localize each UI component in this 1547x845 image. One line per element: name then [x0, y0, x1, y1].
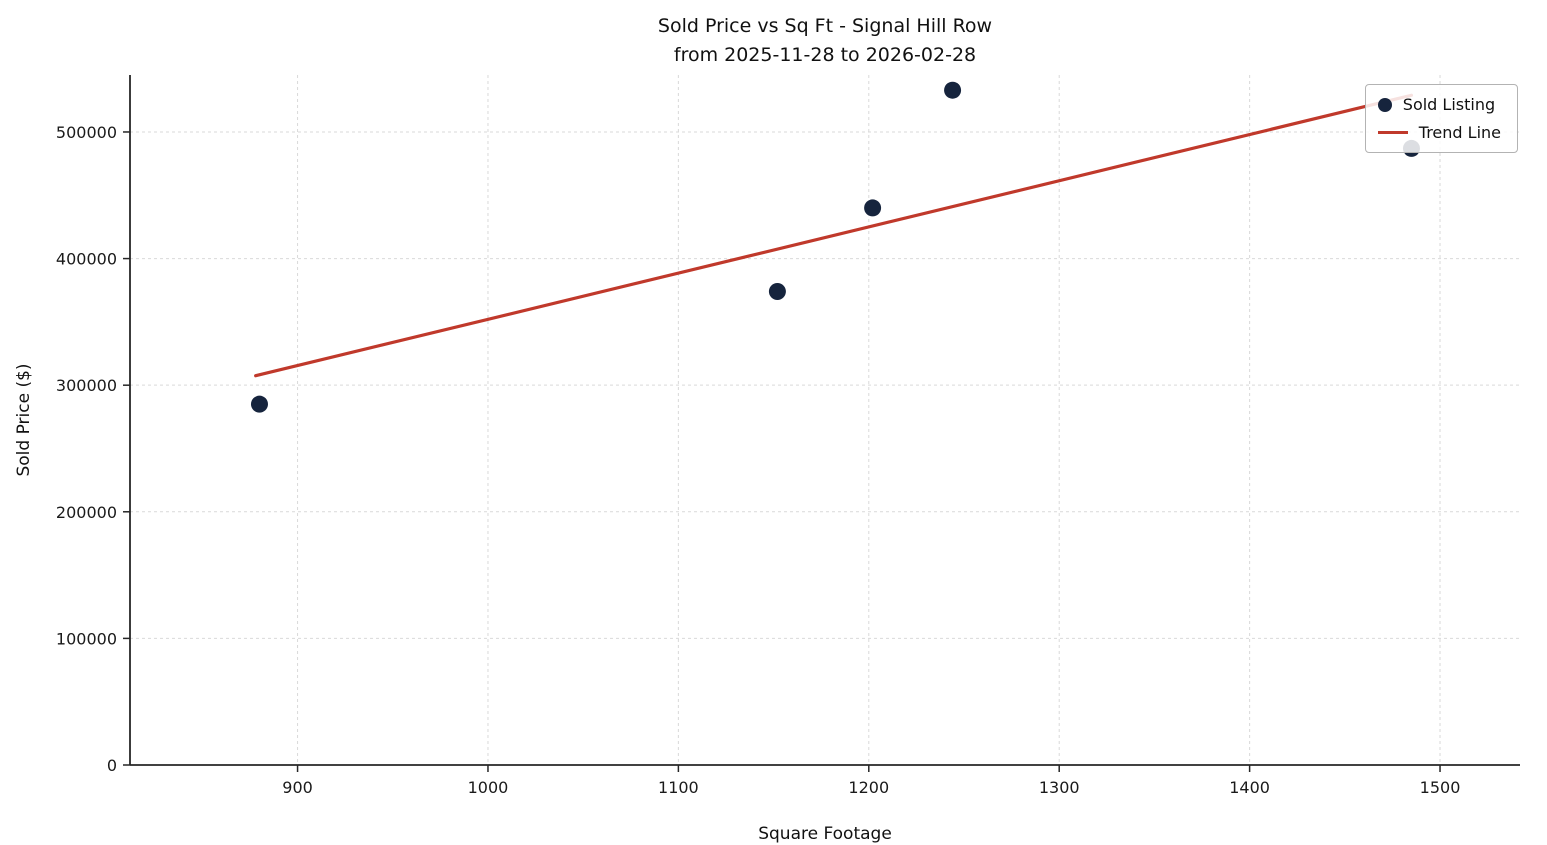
scatter-point	[768, 282, 786, 300]
trend-line-icon	[1377, 131, 1408, 134]
x-tick-label: 1500	[1420, 778, 1461, 797]
x-tick-label: 1200	[848, 778, 889, 797]
x-axis-label: Square Footage	[758, 824, 892, 844]
x-tick-label: 900	[282, 778, 313, 797]
scatter-marker-icon	[1377, 97, 1392, 112]
scatter-point	[250, 395, 268, 413]
legend-label-sold-listing: Sold Listing	[1402, 95, 1496, 114]
y-axis-label: Sold Price ($)	[14, 363, 34, 477]
scatter-point	[864, 199, 882, 217]
legend-item-sold-listing: Sold Listing	[1377, 95, 1501, 114]
y-tick-label: 300000	[56, 376, 117, 395]
trend-line	[254, 93, 1414, 378]
y-tick-label: 400000	[56, 250, 117, 269]
y-tick-label: 500000	[56, 123, 117, 142]
chart-title-line1: Sold Price vs Sq Ft - Signal Hill Row	[657, 15, 993, 37]
x-tick-label: 1400	[1229, 778, 1270, 797]
legend: Sold Listing Trend Line	[1364, 84, 1518, 153]
x-tick-label: 1000	[468, 778, 509, 797]
y-tick-label: 0	[107, 756, 117, 775]
x-tick-label: 1300	[1039, 778, 1080, 797]
chart-title: Sold Price vs Sq Ft - Signal Hill Row fr…	[130, 12, 1520, 71]
legend-label-trend-line: Trend Line	[1418, 123, 1501, 142]
legend-item-trend-line: Trend Line	[1377, 123, 1501, 142]
y-tick-label: 200000	[56, 503, 117, 522]
y-tick-label: 100000	[56, 629, 117, 648]
scatter-point	[944, 81, 962, 99]
x-tick-label: 1100	[658, 778, 699, 797]
chart-title-line2: from 2025-11-28 to 2026-02-28	[673, 44, 977, 67]
